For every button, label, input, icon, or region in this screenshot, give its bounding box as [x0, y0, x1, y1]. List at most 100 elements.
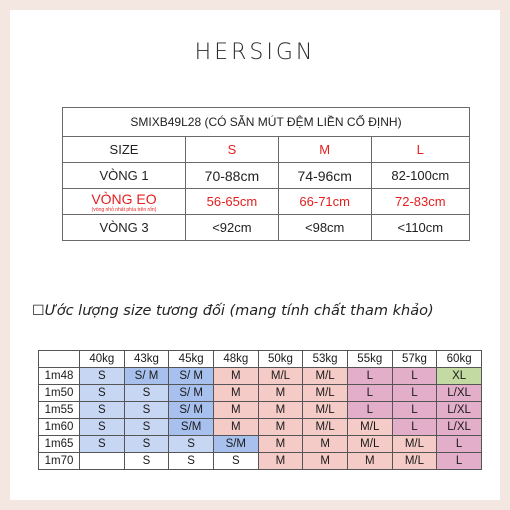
- height-label: 1m70: [38, 452, 80, 470]
- height-label: 1m55: [38, 401, 80, 419]
- waist-l: 72-83cm: [370, 188, 471, 215]
- size-guide-card: HERSIGN SMIXB49L28 (CÓ SẴN MÚT ĐỆM LIỀN …: [10, 10, 500, 500]
- grid-cell: M/L: [391, 452, 438, 470]
- grid-cell: S: [123, 401, 170, 419]
- grid-cell: M: [302, 452, 348, 470]
- grid-cell: S: [123, 452, 170, 470]
- bust-label: VÒNG 1: [62, 162, 186, 189]
- grid-row-1m48: 1m48 S S/ M S/ M M M/L M/L L L XL: [38, 367, 482, 385]
- grid-cell: S/M: [168, 418, 214, 436]
- grid-cell: M: [257, 435, 304, 453]
- hip-label: VÒNG 3: [62, 214, 186, 241]
- grid-cell: [79, 452, 125, 470]
- weight-header: 48kg: [212, 350, 259, 368]
- grid-cell: S: [123, 435, 170, 453]
- brand-logo: HERSIGN: [194, 40, 316, 65]
- size-table: SMIXB49L28 (CÓ SẴN MÚT ĐỆM LIỀN CỐ ĐỊNH)…: [62, 107, 471, 241]
- size-header-label: SIZE: [62, 136, 186, 163]
- grid-cell: M/L: [302, 367, 348, 385]
- estimate-heading-text: Ước lượng size tương đối (mang tính chất…: [44, 303, 434, 319]
- grid-cell: M/L: [302, 401, 348, 419]
- grid-cell: M: [212, 367, 259, 385]
- grid-cell: L: [346, 401, 393, 419]
- weight-header: 43kg: [123, 350, 170, 368]
- grid-cell: S/ M: [168, 384, 214, 402]
- grid-cell: M: [257, 401, 304, 419]
- bust-row: VÒNG 1 70-88cm 74-96cm 82-100cm: [62, 162, 471, 189]
- grid-cell: S: [123, 418, 170, 436]
- height-label: 1m60: [38, 418, 80, 436]
- weight-header: 40kg: [79, 350, 125, 368]
- grid-cell: L: [346, 367, 393, 385]
- grid-cell: M/L: [302, 418, 348, 436]
- grid-cell: L: [391, 418, 438, 436]
- bust-l: 82-100cm: [370, 162, 471, 189]
- grid-cell: S/ M: [123, 367, 170, 385]
- grid-cell: L/XL: [436, 384, 482, 402]
- height-label: 1m65: [38, 435, 80, 453]
- grid-cell: M: [212, 401, 259, 419]
- waist-m: 66-71cm: [277, 188, 372, 215]
- grid-cell: L/XL: [436, 401, 482, 419]
- size-header-m: M: [277, 136, 372, 163]
- grid-cell: M: [257, 418, 304, 436]
- grid-cell: S/ M: [168, 401, 214, 419]
- grid-cell: M: [212, 384, 259, 402]
- product-code-title: SMIXB49L28 (CÓ SẴN MÚT ĐỆM LIỀN CỐ ĐỊNH): [62, 107, 470, 137]
- grid-cell: M/L: [346, 435, 393, 453]
- hip-s: <92cm: [185, 214, 279, 241]
- bust-m: 74-96cm: [277, 162, 372, 189]
- estimate-heading: ☐Ước lượng size tương đối (mang tính chấ…: [32, 303, 434, 319]
- bust-s: 70-88cm: [185, 162, 279, 189]
- weight-header: 55kg: [346, 350, 393, 368]
- grid-row-1m70: 1m70 S S S M M M M/L L: [38, 452, 482, 470]
- grid-cell: S/M: [212, 435, 259, 453]
- grid-cell: L: [391, 401, 438, 419]
- weight-header: 57kg: [391, 350, 438, 368]
- grid-cell: XL: [436, 367, 482, 385]
- grid-cell: M/L: [391, 435, 438, 453]
- grid-cell: M: [212, 418, 259, 436]
- weight-header: 45kg: [168, 350, 214, 368]
- weight-header: 50kg: [257, 350, 304, 368]
- grid-cell: S: [123, 384, 170, 402]
- waist-label-cell: VÒNG EO (vòng nhỏ nhất phía trên rốn): [62, 188, 186, 215]
- hip-l: <110cm: [370, 214, 471, 241]
- grid-cell: L: [436, 435, 482, 453]
- weight-header: 53kg: [302, 350, 348, 368]
- grid-cell: M/L: [346, 418, 393, 436]
- weight-header: 60kg: [436, 350, 482, 368]
- grid-cell: M/L: [257, 367, 304, 385]
- grid-cell: S: [168, 452, 214, 470]
- corner-cell: [38, 350, 80, 368]
- waist-label: VÒNG EO: [91, 190, 157, 207]
- grid-cell: S: [79, 418, 125, 436]
- weight-header-row: 40kg 43kg 45kg 48kg 50kg 53kg 55kg 57kg …: [38, 350, 482, 368]
- hip-row: VÒNG 3 <92cm <98cm <110cm: [62, 214, 471, 241]
- grid-cell: S: [168, 435, 214, 453]
- hip-m: <98cm: [277, 214, 372, 241]
- grid-row-1m65: 1m65 S S S S/M M M M/L M/L L: [38, 435, 482, 453]
- waist-row: VÒNG EO (vòng nhỏ nhất phía trên rốn) 56…: [62, 188, 471, 215]
- height-label: 1m48: [38, 367, 80, 385]
- grid-cell: L: [346, 384, 393, 402]
- grid-cell: S: [79, 384, 125, 402]
- size-header-s: S: [185, 136, 279, 163]
- waist-s: 56-65cm: [185, 188, 279, 215]
- grid-cell: S: [79, 401, 125, 419]
- grid-cell: S/ M: [168, 367, 214, 385]
- grid-cell: M: [257, 452, 304, 470]
- grid-cell: M/L: [302, 384, 348, 402]
- size-header-row: SIZE S M L: [62, 136, 471, 163]
- grid-cell: M: [302, 435, 348, 453]
- grid-cell: L/XL: [436, 418, 482, 436]
- grid-row-1m60: 1m60 S S S/M M M M/L M/L L L/XL: [38, 418, 482, 436]
- box-glyph-icon: ☐: [32, 303, 45, 319]
- grid-cell: L: [391, 367, 438, 385]
- grid-cell: S: [212, 452, 259, 470]
- grid-cell: S: [79, 435, 125, 453]
- height-label: 1m50: [38, 384, 80, 402]
- grid-cell: M: [346, 452, 393, 470]
- grid-cell: L: [436, 452, 482, 470]
- grid-cell: L: [391, 384, 438, 402]
